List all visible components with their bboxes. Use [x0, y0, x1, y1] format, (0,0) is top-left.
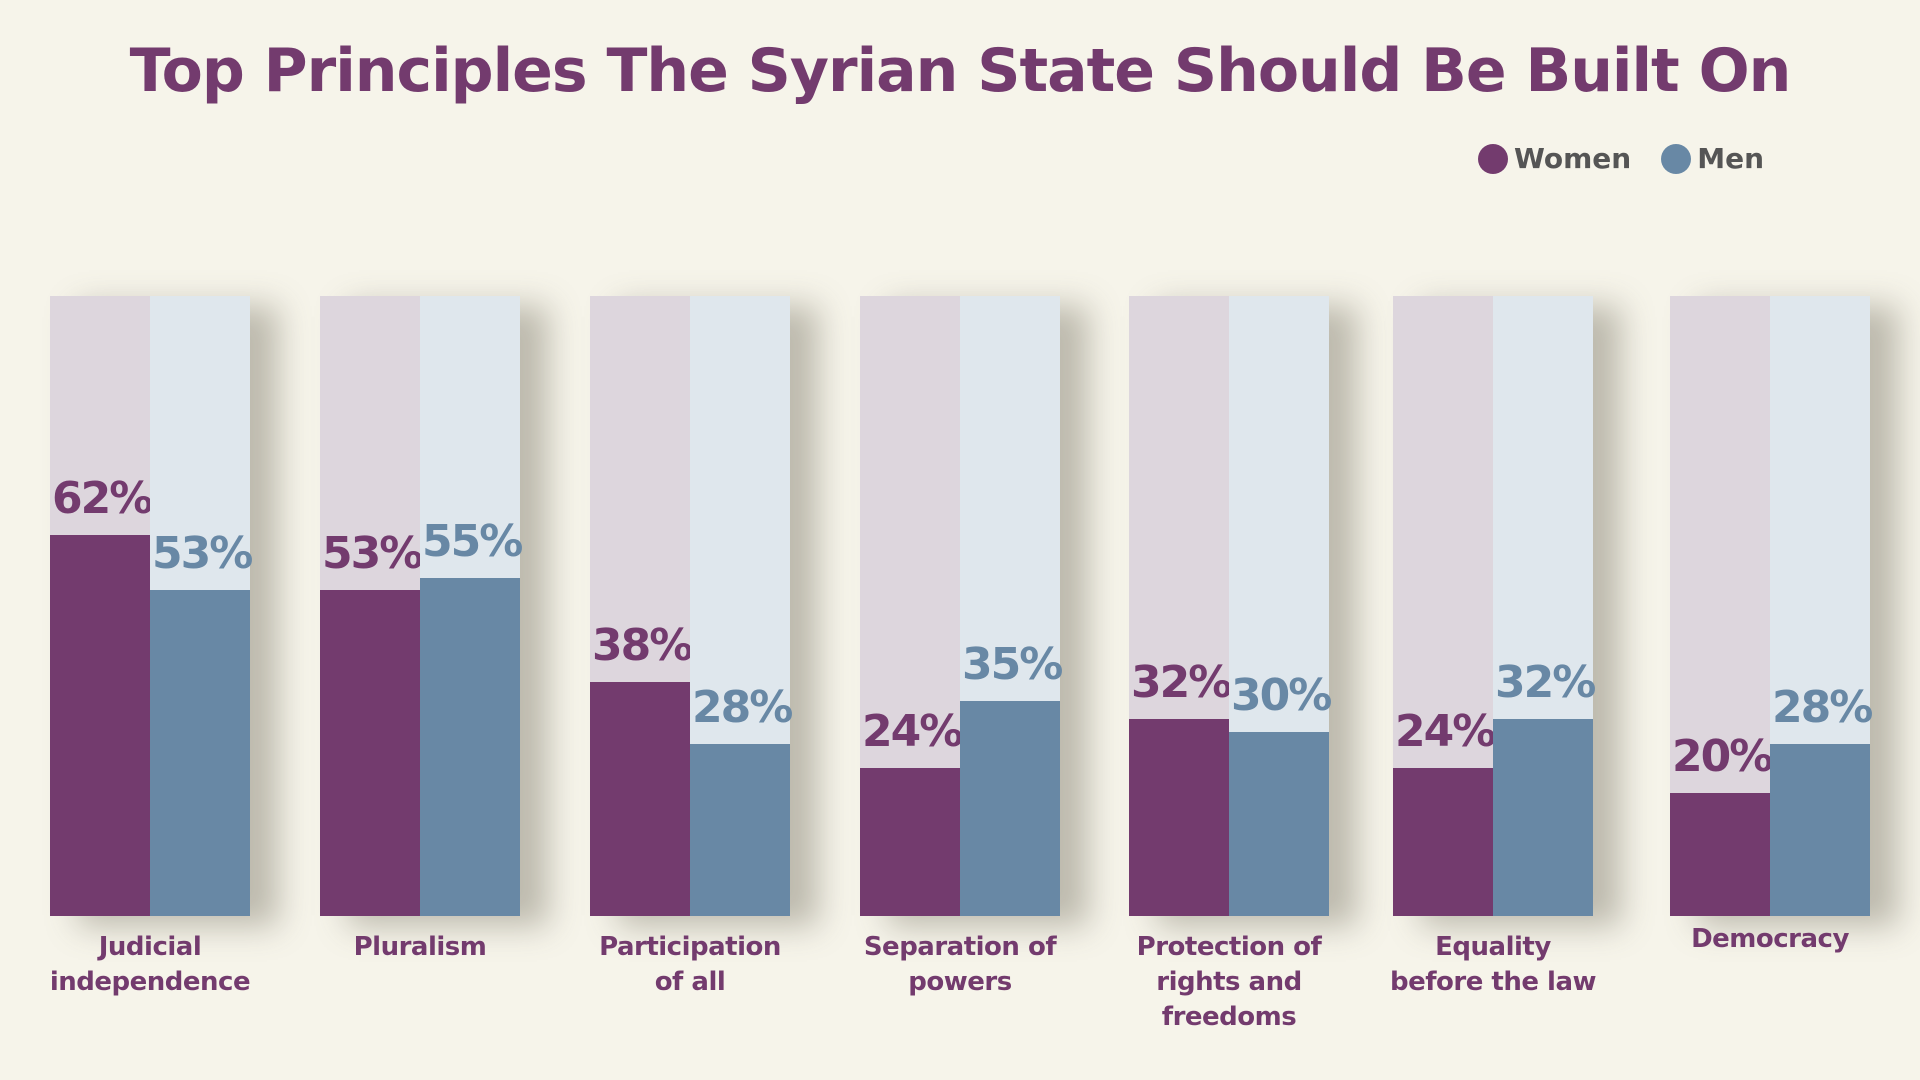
- category-label: Pluralism: [300, 930, 540, 965]
- legend-dot-women: [1478, 143, 1508, 174]
- legend: Women Men: [1478, 142, 1780, 175]
- bar-group: 53% 55%: [320, 296, 523, 916]
- women-bar-track: 62%: [50, 296, 153, 916]
- men-value-label: 30%: [1231, 669, 1332, 721]
- women-value-label: 38%: [592, 620, 693, 672]
- category-label: Protection of rights and freedoms: [1109, 930, 1349, 1035]
- category-label-line: Judicial: [98, 932, 202, 962]
- category-label-line: Democracy: [1691, 924, 1849, 954]
- category-label-line: Pluralism: [353, 932, 487, 962]
- women-bar: [1129, 719, 1229, 916]
- women-value-label: 62%: [52, 472, 153, 524]
- men-value-label: 53%: [152, 528, 253, 580]
- bar-group: 38% 28%: [590, 296, 793, 916]
- women-bar: [320, 590, 420, 916]
- women-bar: [50, 534, 150, 916]
- women-bar-track: 38%: [590, 296, 693, 916]
- category-label-line: rights and: [1156, 967, 1302, 997]
- men-value-label: 32%: [1495, 657, 1596, 709]
- bar-group: 24% 32%: [1393, 296, 1596, 916]
- legend-label-men: Men: [1697, 142, 1765, 175]
- women-value-label: 24%: [862, 706, 963, 758]
- women-bar: [1393, 768, 1493, 916]
- men-bar: [420, 577, 520, 916]
- men-bar: [690, 743, 790, 916]
- category-label-line: Participation: [599, 932, 781, 962]
- men-bar: [150, 590, 250, 916]
- men-bar-track: 35%: [960, 296, 1063, 916]
- women-value-label: 24%: [1395, 706, 1496, 758]
- legend-dot-men: [1661, 143, 1692, 174]
- category-label: Democracy: [1650, 922, 1890, 957]
- women-bar-track: 20%: [1670, 296, 1773, 916]
- category-label-line: Protection of: [1136, 932, 1322, 962]
- category-label-line: powers: [908, 967, 1012, 997]
- women-bar-track: 32%: [1129, 296, 1232, 916]
- men-value-label: 28%: [1772, 681, 1873, 733]
- women-bar-track: 53%: [320, 296, 423, 916]
- bar-group: 20% 28%: [1670, 296, 1873, 916]
- bar-group: 62% 53%: [50, 296, 253, 916]
- men-bar-track: 28%: [690, 296, 793, 916]
- category-label-line: independence: [49, 967, 251, 997]
- women-bar: [1670, 793, 1770, 916]
- men-bar-track: 28%: [1770, 296, 1873, 916]
- men-value-label: 28%: [692, 681, 793, 733]
- men-bar: [1770, 743, 1870, 916]
- category-label-line: before the law: [1389, 967, 1597, 997]
- men-bar: [960, 700, 1060, 916]
- legend-item-women: Women: [1478, 142, 1631, 175]
- women-bar-track: 24%: [860, 296, 963, 916]
- chart-title: Top Principles The Syrian State Should B…: [129, 36, 1792, 106]
- women-value-label: 53%: [322, 528, 423, 580]
- category-label-line: Equality: [1435, 932, 1551, 962]
- category-label: Separation of powers: [840, 930, 1080, 1000]
- men-value-label: 35%: [962, 638, 1063, 690]
- women-value-label: 32%: [1131, 657, 1232, 709]
- men-bar-track: 55%: [420, 296, 523, 916]
- men-bar: [1229, 731, 1329, 916]
- category-label: Participation of all: [570, 930, 810, 1000]
- men-bar-track: 32%: [1493, 296, 1596, 916]
- women-bar: [860, 768, 960, 916]
- women-value-label: 20%: [1672, 731, 1773, 782]
- men-bar-track: 53%: [150, 296, 253, 916]
- category-label: Equality before the law: [1373, 930, 1613, 1000]
- women-bar-track: 24%: [1393, 296, 1496, 916]
- legend-label-women: Women: [1514, 142, 1632, 175]
- category-label: Judicial independence: [30, 930, 270, 1000]
- category-label-line: Separation of: [863, 932, 1057, 962]
- legend-item-men: Men: [1661, 142, 1764, 175]
- men-bar: [1493, 719, 1593, 916]
- category-label-line: of all: [654, 967, 726, 997]
- women-bar: [590, 682, 690, 916]
- bar-group: 32% 30%: [1129, 296, 1332, 916]
- men-value-label: 55%: [422, 515, 523, 567]
- men-bar-track: 30%: [1229, 296, 1332, 916]
- category-label-line: freedoms: [1161, 1002, 1297, 1032]
- bar-group: 24% 35%: [860, 296, 1063, 916]
